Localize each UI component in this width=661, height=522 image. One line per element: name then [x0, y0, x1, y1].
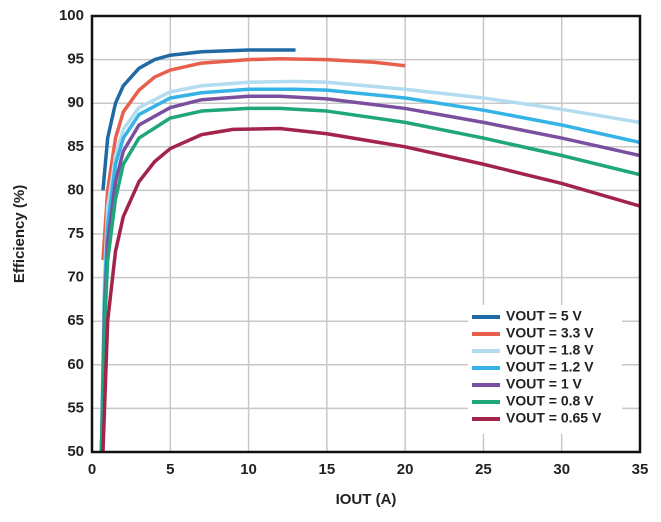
line-series [101, 126, 640, 452]
x-tick-label: 10 [240, 461, 257, 478]
x-tick-label: 30 [553, 461, 570, 478]
y-tick-label: 95 [67, 51, 84, 68]
y-tick-label: 65 [67, 312, 84, 329]
x-tick-label: 5 [166, 461, 174, 478]
legend-label: VOUT = 0.8 V [506, 393, 594, 409]
y-tick-label: 75 [67, 225, 84, 242]
y-axis-label: Efficiency (%) [11, 185, 28, 283]
legend-label: VOUT = 1.2 V [506, 359, 594, 375]
y-tick-label: 90 [67, 94, 84, 111]
line-series [101, 48, 296, 191]
y-tick-label: 100 [59, 7, 84, 24]
legend-label: VOUT = 1 V [506, 376, 583, 392]
x-tick-label: 35 [632, 461, 649, 478]
y-tick-label: 85 [67, 138, 84, 155]
legend-label: VOUT = 5 V [506, 308, 583, 324]
y-tick-label: 55 [67, 399, 84, 416]
line-series [99, 106, 640, 452]
legend-label: VOUT = 1.8 V [506, 342, 594, 358]
line-series [101, 56, 406, 261]
x-tick-label: 15 [319, 461, 336, 478]
x-tick-label: 0 [88, 461, 96, 478]
y-tick-label: 50 [67, 443, 84, 460]
plot-border [90, 14, 642, 454]
x-axis-label: IOUT (A) [336, 491, 397, 508]
y-tick-label: 80 [67, 181, 84, 198]
legend-label: VOUT = 3.3 V [506, 325, 594, 341]
y-tick-label: 70 [67, 269, 84, 286]
y-tick-label: 60 [67, 356, 84, 373]
line-series [99, 79, 640, 452]
x-tick-label: 20 [397, 461, 414, 478]
line-series [99, 87, 640, 452]
legend-label: VOUT = 0.65 V [506, 410, 602, 426]
line-series [99, 94, 640, 452]
x-tick-label: 25 [475, 461, 492, 478]
